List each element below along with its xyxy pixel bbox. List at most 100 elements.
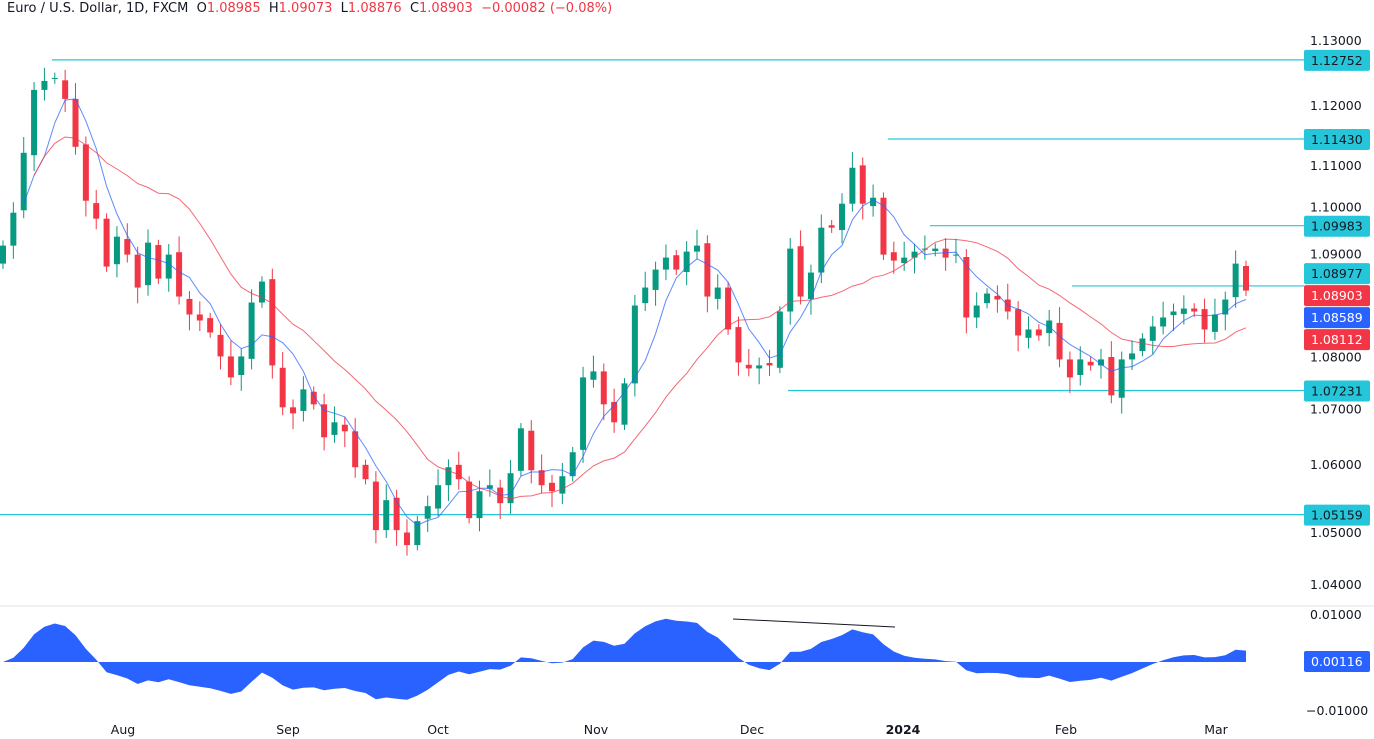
candle — [704, 235, 711, 313]
candle — [62, 69, 69, 113]
candle — [227, 340, 234, 386]
candle — [849, 151, 856, 212]
candle-body — [20, 152, 27, 211]
chart-legend-header: Euro / U.S. Dollar, 1D, FXCM O1.08985 H1… — [7, 1, 612, 16]
candle — [725, 282, 732, 335]
candle — [1180, 295, 1187, 325]
candle — [217, 324, 224, 370]
candle — [113, 226, 120, 278]
candle — [435, 469, 442, 517]
price-axis-tick: 1.09000 — [1310, 247, 1362, 262]
price-axis-tick: 1.07000 — [1310, 401, 1362, 416]
candle-body — [424, 506, 431, 519]
candle — [403, 519, 410, 556]
badge-text: 1.11430 — [1311, 132, 1363, 147]
badge-background — [1304, 504, 1370, 526]
candle — [1118, 351, 1125, 414]
candle — [497, 479, 504, 519]
oscillator-area — [3, 618, 1246, 700]
candle-body — [984, 293, 991, 304]
candle — [901, 241, 908, 271]
candle — [1129, 340, 1136, 370]
candle — [631, 294, 638, 397]
candle — [1191, 303, 1198, 317]
candle — [186, 291, 193, 331]
candle-body — [859, 165, 866, 204]
badge-text: 1.08977 — [1311, 266, 1363, 281]
time-axis-tick: Nov — [584, 722, 609, 737]
candle-body — [963, 257, 970, 318]
price-label-badge: 1.08903 — [1304, 285, 1370, 307]
candle — [714, 274, 721, 310]
candle — [1087, 356, 1094, 371]
candle — [165, 244, 172, 292]
candle-body — [238, 356, 245, 375]
candle-body — [1077, 359, 1084, 375]
low-label: L — [340, 1, 348, 16]
candle-body — [642, 287, 649, 304]
price-axis-tick: 1.08000 — [1310, 349, 1362, 364]
candle-body — [735, 327, 742, 363]
candle-body — [1222, 299, 1229, 315]
candle-body — [580, 377, 587, 450]
candle-body — [445, 467, 452, 486]
candle-body — [673, 255, 680, 270]
candle — [300, 376, 307, 422]
candle — [0, 240, 6, 269]
candle-body — [839, 203, 846, 231]
candle-body — [1191, 308, 1198, 312]
candle-body — [1201, 309, 1208, 330]
candle — [383, 484, 390, 539]
candle-body — [1025, 329, 1032, 338]
candle-body — [818, 227, 825, 273]
candle-body — [455, 464, 462, 480]
badge-background — [1304, 263, 1370, 285]
candle — [321, 393, 328, 451]
time-axis-tick: Oct — [427, 722, 449, 737]
open-value: 1.08985 — [206, 1, 261, 16]
price-label-badge: 1.08589 — [1304, 307, 1370, 329]
candle — [590, 355, 597, 388]
candle — [341, 416, 348, 448]
candle-body — [828, 225, 835, 228]
fast-moving-average — [23, 98, 1247, 526]
candle — [10, 202, 17, 259]
time-axis-tick: Feb — [1055, 722, 1077, 737]
badge-background — [1304, 49, 1370, 71]
candle — [984, 288, 991, 309]
candle-body — [300, 389, 307, 411]
candle — [797, 230, 804, 305]
candle-body — [113, 236, 120, 265]
candle — [103, 213, 110, 272]
candle — [548, 474, 555, 507]
badge-background — [1304, 129, 1370, 151]
candle-body — [652, 269, 659, 290]
candle — [1149, 315, 1156, 355]
candle-body — [186, 298, 193, 315]
candle — [1066, 351, 1073, 394]
candle — [952, 238, 959, 264]
candle-body — [466, 481, 473, 519]
candle-body — [1097, 359, 1104, 366]
candle — [1056, 307, 1063, 368]
close-value: 1.08903 — [419, 1, 473, 16]
candle-body — [973, 305, 980, 318]
candle-body — [372, 481, 379, 531]
candle — [362, 459, 369, 485]
candle — [1108, 341, 1115, 404]
candle-body — [1015, 309, 1022, 336]
candle — [290, 399, 297, 430]
candle-body — [1243, 265, 1249, 291]
high-value: 1.09073 — [278, 1, 333, 16]
symbol-title: Euro / U.S. Dollar, 1D, FXCM — [7, 1, 189, 16]
candle-body — [559, 476, 566, 494]
candle — [82, 136, 89, 217]
candle — [1077, 346, 1084, 386]
candle — [942, 238, 949, 271]
price-label-badge: 1.08112 — [1304, 329, 1370, 351]
candle-body — [725, 287, 732, 330]
candle-body — [207, 318, 214, 333]
candle — [973, 292, 980, 329]
candle-body — [176, 252, 183, 297]
